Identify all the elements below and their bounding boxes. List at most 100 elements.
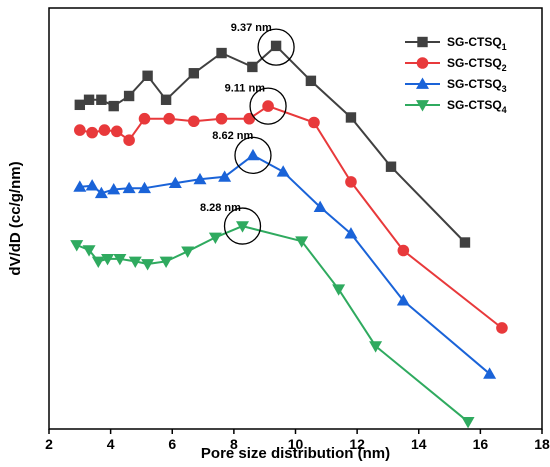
legend-entry: SG-CTSQ1 [405,35,507,52]
data-point [308,116,320,129]
legend-label-subscript: 2 [502,63,507,73]
data-point [496,322,508,334]
data-point [138,112,151,125]
series-2 [74,100,508,334]
data-point [332,284,346,296]
data-point [208,232,222,244]
x-tick-label: 12 [349,436,365,452]
x-axis-title: Pore size distribution (nm) [201,445,390,462]
legend-label-name: SG-CTSQ [447,98,502,112]
data-point [123,134,135,146]
data-point [163,112,175,125]
series-line [79,44,466,244]
data-point [110,125,123,138]
plot-marks [70,40,508,429]
legend-marker [416,100,429,112]
peak-label: 8.62 nm [212,130,253,142]
legend-label: SG-CTSQ1 [447,35,507,52]
y-axis-title: dV/dD (cc/g/nm) [7,161,24,275]
data-point [270,40,282,52]
data-point [369,341,383,353]
data-point [138,181,152,194]
data-point [188,68,200,79]
x-tick-label: 8 [230,436,238,452]
peak-highlight-circle [223,207,262,245]
data-point [74,124,86,136]
data-point [96,94,107,105]
data-point [142,70,153,81]
x-tick-label: 6 [168,436,176,452]
legend-label-subscript: 1 [502,42,507,52]
data-point [98,124,111,136]
data-point [85,179,99,191]
x-tick-label: 16 [473,436,489,452]
data-point [305,75,317,87]
data-point [344,227,358,239]
legend-label-subscript: 4 [502,105,507,115]
data-point [108,100,119,112]
peak-annotations: 9.37 nm 9.11 nm 8.62 nm 8.28 nm [200,22,295,245]
plot-frame [48,7,543,430]
legend-label-name: SG-CTSQ [447,56,502,70]
legend-entry: SG-CTSQ3 [405,77,507,94]
data-point [141,259,155,271]
peak-highlight-circle [257,28,295,66]
data-point [70,240,84,252]
x-tick-label: 4 [107,436,115,452]
peak-label: 8.28 nm [200,202,241,214]
data-point [113,254,127,266]
data-point [160,94,172,105]
data-point [246,148,260,161]
data-point [82,245,96,257]
legend-entry: SG-CTSQ2 [405,56,507,73]
peak-highlight-circle [234,136,272,175]
legend-marker [417,36,428,48]
data-point [397,244,410,257]
data-point [461,416,475,429]
series-4 [70,221,475,429]
series-3 [73,148,497,379]
data-point [107,182,121,195]
x-tick-label: 14 [411,436,427,452]
data-point [73,180,87,192]
data-point [345,176,357,188]
series-1 [74,40,471,248]
data-point [159,256,173,268]
data-point [243,112,256,125]
data-point [168,176,182,189]
legend-label-subscript: 3 [502,84,507,94]
data-point [86,126,98,139]
data-point [396,294,410,306]
data-point [345,112,357,123]
legend-label-name: SG-CTSQ [447,77,502,91]
axis-ticks: 2 4 6 8 10 12 14 16 18 [45,429,550,452]
data-point [91,256,105,268]
data-point [193,172,207,185]
data-point [74,99,86,111]
legend-marker [416,77,429,89]
data-point [459,237,471,248]
data-point [215,112,228,125]
data-point [181,246,195,258]
peak-label: 9.37 nm [231,22,272,34]
legend-entry: SG-CTSQ4 [405,98,507,115]
data-point [483,367,497,379]
peak-label: 9.11 nm [225,82,266,94]
data-point [128,256,142,268]
data-point [188,115,200,128]
data-point [83,94,95,105]
data-point [236,221,250,233]
data-point [262,100,274,112]
data-point [247,61,258,73]
legend-label-name: SG-CTSQ [447,35,502,49]
data-point [295,236,309,248]
x-tick-label: 18 [534,436,550,452]
data-point [122,181,136,194]
series-line [79,105,503,329]
data-point [123,90,135,102]
legend-marker [416,57,429,69]
x-tick-label: 2 [45,436,53,452]
legend-label: SG-CTSQ4 [447,98,507,115]
